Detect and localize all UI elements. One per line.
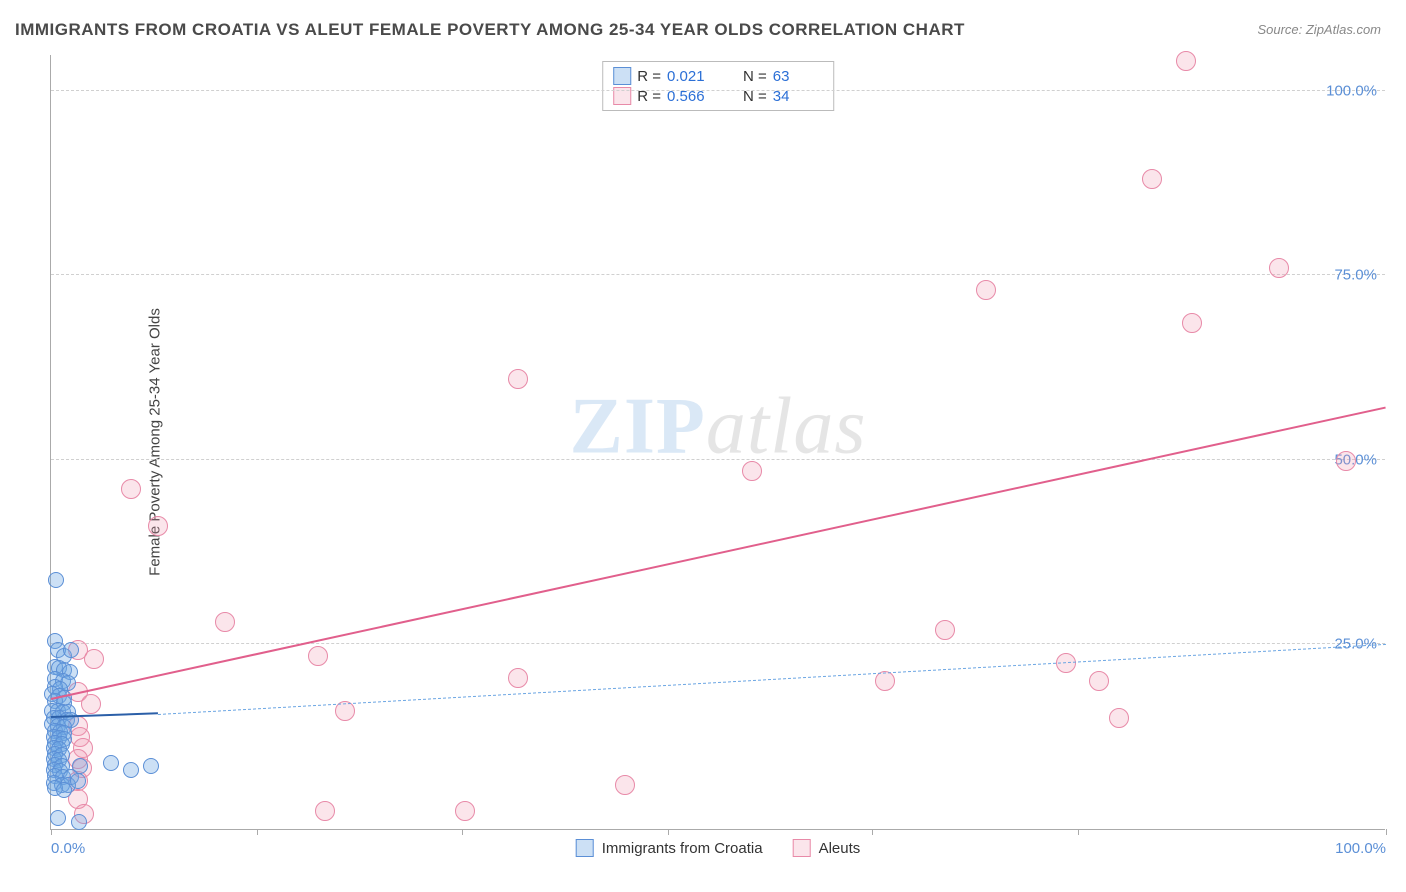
- gridline: [51, 90, 1385, 91]
- series-legend-item: Aleuts: [793, 839, 861, 857]
- correlation-legend: R =0.021N =63R =0.566N =34: [602, 61, 834, 111]
- y-tick-label: 75.0%: [1334, 267, 1377, 284]
- series-legend-item: Immigrants from Croatia: [576, 839, 763, 857]
- scatter-plot-area: Female Poverty Among 25-34 Year Olds ZIP…: [50, 55, 1385, 830]
- data-point: [1109, 708, 1129, 728]
- data-point: [121, 479, 141, 499]
- x-tick-mark: [668, 829, 669, 835]
- data-point: [63, 642, 79, 658]
- data-point: [56, 782, 72, 798]
- watermark-atlas: atlas: [706, 382, 867, 470]
- x-tick-label: 0.0%: [51, 840, 85, 857]
- chart-title: IMMIGRANTS FROM CROATIA VS ALEUT FEMALE …: [15, 20, 965, 40]
- data-point: [81, 694, 101, 714]
- data-point: [123, 762, 139, 778]
- data-point: [1089, 671, 1109, 691]
- data-point: [143, 758, 159, 774]
- watermark-zip: ZIP: [570, 382, 706, 470]
- data-point: [1269, 258, 1289, 278]
- data-point: [455, 801, 475, 821]
- legend-n-label: N =: [743, 68, 767, 85]
- data-point: [976, 280, 996, 300]
- data-point: [615, 775, 635, 795]
- legend-swatch: [793, 839, 811, 857]
- gridline: [51, 459, 1385, 460]
- data-point: [50, 810, 66, 826]
- data-point: [742, 461, 762, 481]
- x-tick-mark: [872, 829, 873, 835]
- series-legend-label: Immigrants from Croatia: [602, 840, 763, 857]
- data-point: [315, 801, 335, 821]
- data-point: [935, 620, 955, 640]
- data-point: [48, 572, 64, 588]
- series-legend: Immigrants from Croatia Aleuts: [576, 839, 861, 857]
- data-point: [103, 755, 119, 771]
- legend-r-value: 0.021: [667, 68, 717, 85]
- x-tick-mark: [462, 829, 463, 835]
- source-attribution: Source: ZipAtlas.com: [1257, 22, 1381, 37]
- legend-r-label: R =: [637, 68, 661, 85]
- series-legend-label: Aleuts: [819, 840, 861, 857]
- data-point: [215, 612, 235, 632]
- data-point: [70, 773, 86, 789]
- data-point: [148, 516, 168, 536]
- x-tick-mark: [51, 829, 52, 835]
- x-tick-mark: [1078, 829, 1079, 835]
- legend-swatch: [576, 839, 594, 857]
- data-point: [72, 758, 88, 774]
- data-point: [1142, 169, 1162, 189]
- data-point: [508, 369, 528, 389]
- x-tick-mark: [257, 829, 258, 835]
- data-point: [71, 814, 87, 830]
- legend-swatch: [613, 67, 631, 85]
- data-point: [84, 649, 104, 669]
- y-tick-label: 100.0%: [1326, 82, 1377, 99]
- x-tick-label: 100.0%: [1335, 840, 1386, 857]
- x-tick-mark: [1386, 829, 1387, 835]
- data-point: [1176, 51, 1196, 71]
- legend-row: R = 0.021 N = 63: [613, 66, 823, 86]
- data-point: [1336, 451, 1356, 471]
- legend-n-value: 63: [773, 68, 823, 85]
- data-point: [875, 671, 895, 691]
- trend-line: [158, 643, 1386, 714]
- gridline: [51, 643, 1385, 644]
- gridline: [51, 274, 1385, 275]
- data-point: [1182, 313, 1202, 333]
- data-point: [508, 668, 528, 688]
- data-point: [308, 646, 328, 666]
